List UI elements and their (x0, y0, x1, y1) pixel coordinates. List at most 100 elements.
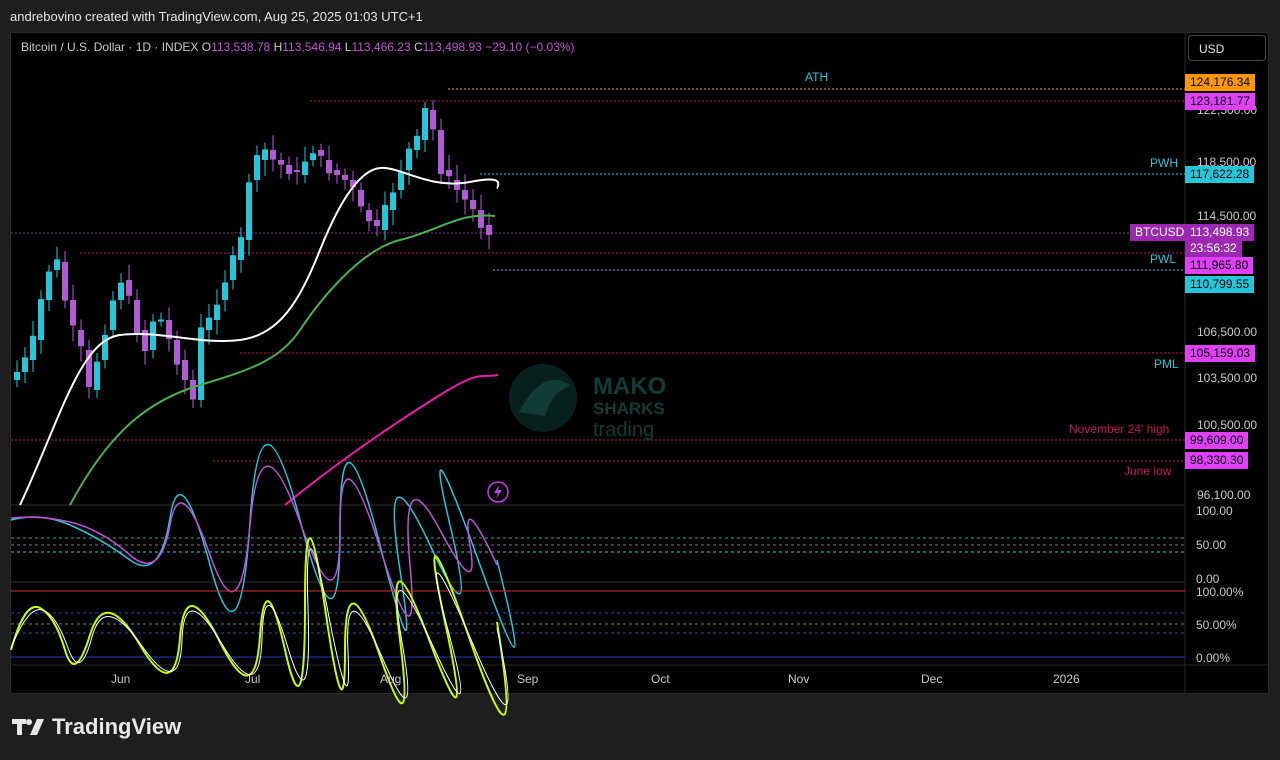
symbol-name: Bitcoin / U.S. Dollar · 1D · INDEX (21, 40, 199, 54)
candle-body (230, 255, 236, 280)
tradingview-footer: TradingView (12, 714, 181, 740)
candle-body (214, 304, 220, 320)
low-label: L (344, 40, 352, 54)
ath-label: ATH (805, 70, 829, 84)
watermark-line2: SHARKS (593, 399, 665, 418)
candle-body (62, 262, 68, 301)
june-low-label: June low (1124, 464, 1172, 478)
candle-body (286, 165, 292, 174)
osc1-tick: 0.00 (1196, 572, 1220, 586)
ath-price-tag: 124,176.34 (1185, 74, 1256, 91)
x-tick: 2026 (1053, 672, 1080, 686)
mid-ma-line (69, 214, 496, 506)
pml-label: PML (1154, 357, 1179, 371)
candle-body (326, 160, 332, 174)
candle-body (118, 282, 124, 300)
candle-body (446, 170, 452, 177)
currency-button[interactable]: USD (1188, 35, 1266, 61)
candle-body (366, 210, 372, 222)
slow-ma-line (284, 374, 499, 506)
candle-body (166, 320, 172, 340)
candle-body (454, 180, 460, 190)
candle-body (102, 334, 108, 360)
high-value: 113,546.94 (282, 40, 342, 54)
close-value: 113,498.93 (422, 40, 482, 54)
low-value: 113,466.23 (351, 40, 411, 54)
x-tick: Oct (651, 672, 670, 686)
osc2-tick: 100.00% (1196, 585, 1244, 599)
x-tick: Dec (921, 672, 943, 686)
candle-body (254, 155, 260, 180)
candle-body (310, 153, 316, 160)
candle-body (30, 335, 36, 360)
candle-body (398, 172, 404, 190)
candle-body (174, 340, 180, 365)
candle-body (158, 319, 164, 322)
osc2-signal-line (10, 537, 508, 716)
x-tick: Sep (517, 672, 539, 686)
nov-high-price-tag: 99,609.00 (1185, 432, 1249, 449)
watermark-line3: trading (593, 419, 654, 441)
candle-body (126, 280, 132, 296)
x-tick: Jun (111, 672, 131, 686)
candle-body (182, 360, 188, 380)
candle-body (302, 161, 308, 175)
candle-body (238, 237, 244, 260)
shark-logo-icon: MAKO SHARKS trading (509, 364, 666, 441)
candle-body (406, 148, 412, 170)
nov-high-label: November 24' high (1069, 422, 1170, 436)
symbol-tag: BTCUSD (1130, 224, 1190, 241)
candle-body (142, 330, 148, 352)
x-tick: Nov (788, 672, 810, 686)
price-tick: 118,500.00 (1197, 155, 1257, 169)
osc2-base-line (10, 548, 509, 706)
candle-body (470, 200, 476, 210)
candle-body (462, 190, 468, 200)
candle-body (222, 282, 228, 300)
lightning-icon[interactable] (486, 480, 510, 504)
candle-body (86, 350, 92, 387)
symbol-legend: Bitcoin / U.S. Dollar · 1D · INDEX O113,… (21, 40, 575, 54)
tradingview-logo-icon (12, 719, 44, 735)
price-tick: 100,500.00 (1197, 418, 1258, 432)
candle-body (478, 210, 484, 228)
candle-body (414, 135, 420, 150)
fast-ma-line (19, 166, 500, 506)
price-tick: 106,500.00 (1197, 325, 1258, 339)
candle-body (78, 330, 84, 347)
candle-body (134, 300, 140, 334)
last-price-tag: 113,498.93 (1185, 224, 1255, 241)
high-price-tag: 123,181.77 (1185, 93, 1256, 110)
high-label: H (273, 40, 283, 54)
candle-body (270, 150, 276, 160)
pwl-high-price-tag: 111,965.80 (1185, 257, 1254, 274)
tradingview-brand: TradingView (52, 714, 182, 739)
candle-body (206, 317, 212, 330)
pwl-label: PWL (1150, 252, 1177, 266)
price-tick: 114,500.00 (1197, 209, 1257, 223)
candle-body (334, 170, 340, 175)
candle-body (350, 180, 356, 188)
candle-body (38, 299, 44, 340)
x-tick: Jul (245, 672, 261, 686)
open-label: O (201, 40, 212, 54)
candle-body (430, 110, 436, 130)
candle-body (246, 182, 252, 240)
candle-body (110, 300, 116, 330)
pml-price-tag: 105,159.03 (1185, 345, 1256, 362)
chart-frame[interactable] (10, 32, 1269, 694)
candle-body (46, 271, 52, 300)
pwh-price-tag: 117,622.28 (1185, 166, 1255, 183)
candle-body (190, 380, 196, 400)
osc2-tick: 0.00% (1196, 651, 1231, 665)
open-value: 113,538.78 (211, 40, 271, 54)
countdown-tag: 23:56:32 (1185, 240, 1242, 257)
candle-body (70, 300, 76, 326)
pwh-label: PWH (1150, 156, 1178, 170)
candle-body (342, 175, 348, 180)
candle-body (374, 220, 380, 227)
price-tick: 103,500.00 (1197, 371, 1258, 385)
candle-body (278, 160, 284, 165)
osc1-slow-line (10, 465, 498, 617)
